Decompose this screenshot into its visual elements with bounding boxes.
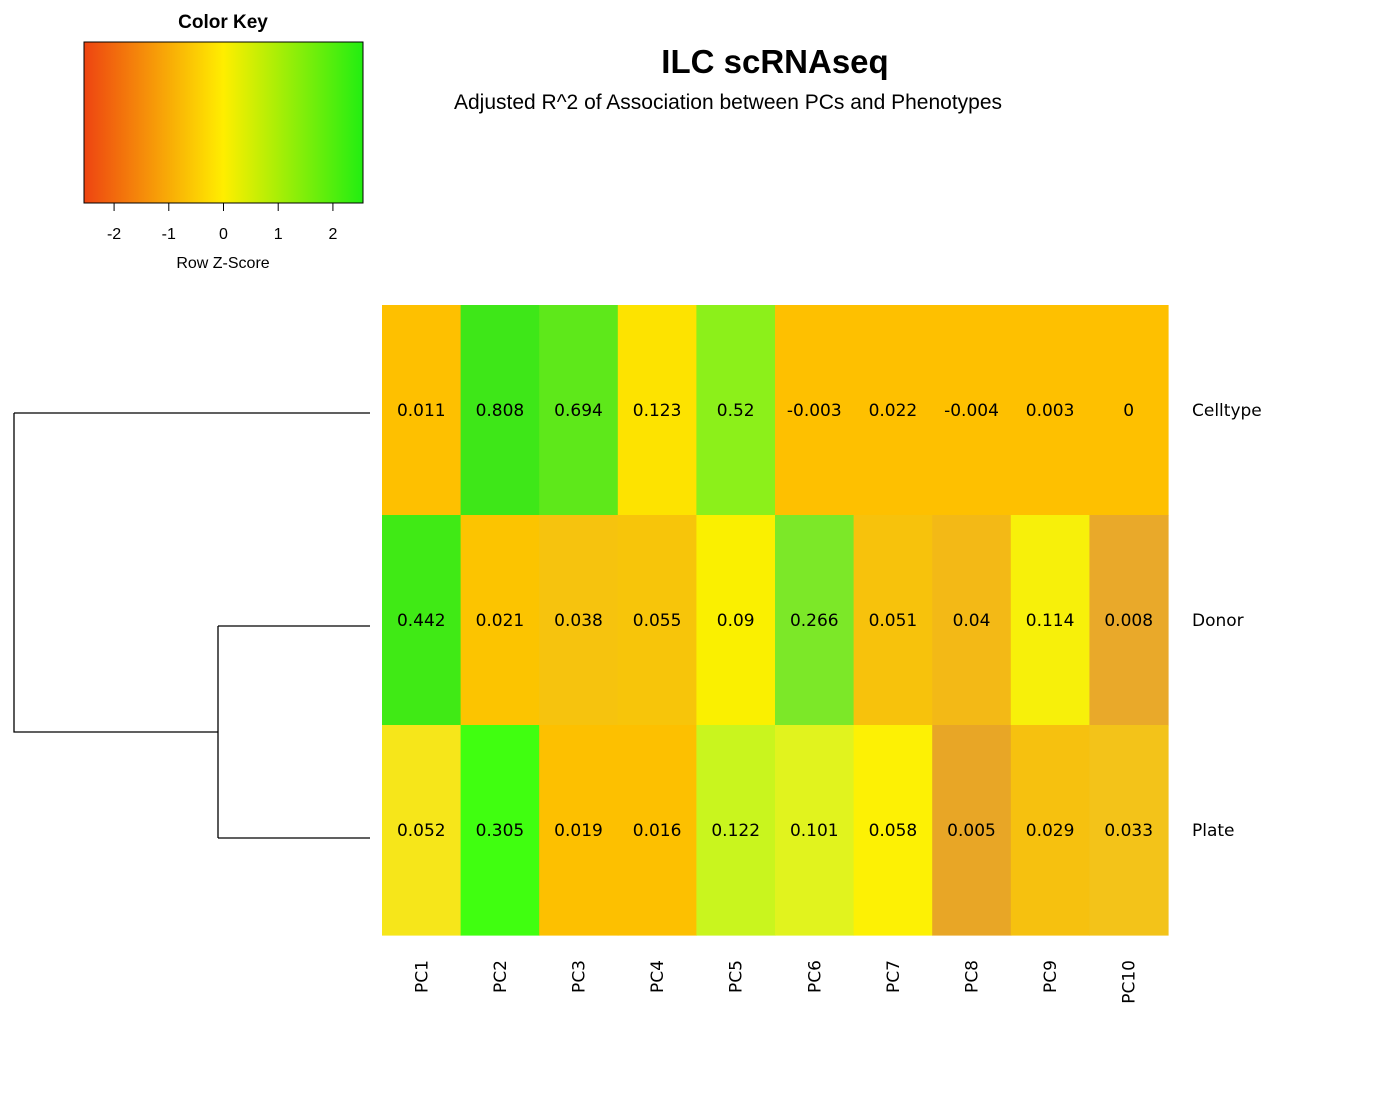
- heatmap-cell-plate-pc8: [932, 725, 1012, 936]
- heatmap-value-label: 0.005: [947, 821, 996, 841]
- heatmap-value-label: 0.04: [953, 611, 991, 631]
- heatmap-value-label: 0.09: [717, 611, 755, 631]
- heatmap-cell-plate-pc6: [775, 725, 855, 936]
- heatmap-cell-celltype-pc1: [382, 305, 462, 516]
- heatmap-value-label: 0.016: [633, 821, 682, 841]
- heatmap-value-label: 0.029: [1026, 821, 1075, 841]
- heatmap-value-label: 0.808: [476, 401, 525, 421]
- heatmap-cell-plate-pc2: [460, 725, 540, 936]
- column-label-pc1: PC1: [412, 960, 432, 993]
- heatmap-value-label: 0.266: [790, 611, 839, 631]
- heatmap-cell-celltype-pc7: [853, 305, 933, 516]
- heatmap-cell-plate-pc10: [1089, 725, 1169, 936]
- row-labels: Celltype Donor Plate: [1192, 401, 1262, 841]
- heatmap-cell-celltype-pc3: [539, 305, 619, 516]
- color-key-title: Color Key: [178, 12, 268, 33]
- color-key-tick-label: -2: [107, 226, 121, 243]
- heatmap-cell-celltype-pc10: [1089, 305, 1169, 516]
- heatmap-cell-donor-pc8: [932, 515, 1012, 726]
- heatmap-value-label: 0.305: [476, 821, 525, 841]
- heatmap-cell-plate-pc1: [382, 725, 462, 936]
- color-key-axis: -2 -1 0 1 2: [107, 203, 337, 243]
- heatmap-cell-plate-pc7: [853, 725, 933, 936]
- heatmap-cell-donor-pc4: [617, 515, 697, 726]
- heatmap-value-label: 0.003: [1026, 401, 1075, 421]
- heatmap-value-label: 0.008: [1104, 611, 1153, 631]
- column-label-pc4: PC4: [648, 960, 668, 993]
- heatmap-value-label: 0.123: [633, 401, 682, 421]
- heatmap-value-label: 0.122: [711, 821, 760, 841]
- heatmap-cell-donor-pc3: [539, 515, 619, 726]
- color-key-tick-label: -1: [162, 226, 176, 243]
- row-label-donor: Donor: [1192, 611, 1244, 631]
- row-label-celltype: Celltype: [1192, 401, 1262, 421]
- heatmap-cell-celltype-pc4: [617, 305, 697, 516]
- column-label-pc8: PC8: [963, 960, 983, 993]
- heatmap-value-label: 0.033: [1104, 821, 1153, 841]
- column-label-pc6: PC6: [805, 960, 825, 993]
- heatmap-value-label: 0.055: [633, 611, 682, 631]
- chart-subtitle: Adjusted R^2 of Association between PCs …: [454, 91, 1002, 114]
- row-label-plate: Plate: [1192, 821, 1235, 841]
- heatmap-cell-donor-pc5: [696, 515, 776, 726]
- heatmap-cell-celltype-pc5: [696, 305, 776, 516]
- heatmap-cell-donor-pc6: [775, 515, 855, 726]
- heatmap-cell-celltype-pc6: [775, 305, 855, 516]
- heatmap-value-label: 0.021: [476, 611, 525, 631]
- color-key-tick-label: 0: [219, 226, 228, 243]
- heatmap-cell-plate-pc9: [1010, 725, 1090, 936]
- color-key-tick-label: 2: [328, 226, 337, 243]
- heatmap-cell-celltype-pc8: [932, 305, 1012, 516]
- heatmap-cells: [382, 305, 1169, 936]
- column-labels: PC1 PC2 PC3 PC4 PC5 PC6 PC7 PC8 PC9 PC10: [412, 960, 1139, 1004]
- heatmap-value-label: 0.442: [397, 611, 446, 631]
- column-label-pc2: PC2: [491, 960, 511, 993]
- heatmap-value-label: 0.058: [869, 821, 918, 841]
- color-key-tick-label: 1: [274, 226, 283, 243]
- heatmap-cell-plate-pc5: [696, 725, 776, 936]
- heatmap-value-label: 0.52: [717, 401, 755, 421]
- heatmap-cell-donor-pc7: [853, 515, 933, 726]
- column-label-pc9: PC9: [1041, 960, 1061, 993]
- heatmap-value-label: 0.019: [554, 821, 603, 841]
- heatmap-cell-celltype-pc9: [1010, 305, 1090, 516]
- heatmap-value-label: 0: [1123, 401, 1134, 421]
- column-label-pc3: PC3: [570, 960, 590, 993]
- color-key-bar: [83, 41, 364, 204]
- dendrogram-root-link: [13, 413, 218, 733]
- heatmap-value-label: 0.051: [869, 611, 918, 631]
- heatmap-value-label: 0.038: [554, 611, 603, 631]
- heatmap-cell-donor-pc9: [1010, 515, 1090, 726]
- heatmap-cell-donor-pc2: [460, 515, 540, 726]
- column-label-pc5: PC5: [727, 960, 747, 993]
- heatmap-value-label: 0.011: [397, 401, 446, 421]
- heatmap-value-label: 0.694: [554, 401, 603, 421]
- heatmap-cell-celltype-pc2: [460, 305, 540, 516]
- heatmap-value-label: 0.101: [790, 821, 839, 841]
- color-key-xlabel: Row Z-Score: [176, 255, 269, 272]
- heatmap-value-label: -0.003: [787, 401, 842, 421]
- heatmap-cell-donor-pc10: [1089, 515, 1169, 726]
- heatmap-value-label: 0.052: [397, 821, 446, 841]
- column-label-pc7: PC7: [884, 960, 904, 993]
- heatmap-value-label: 0.114: [1026, 611, 1075, 631]
- heatmap-value-label: 0.022: [869, 401, 918, 421]
- color-key: Color Key -2 -1 0 1 2 Row Z-Score: [83, 12, 364, 272]
- row-dendrogram: [13, 412, 370, 839]
- heatmap-cell-plate-pc3: [539, 725, 619, 936]
- chart-title: ILC scRNAseq: [661, 43, 888, 80]
- column-label-pc10: PC10: [1120, 960, 1140, 1004]
- heatmap-cell-donor-pc1: [382, 515, 462, 726]
- heatmap-value-label: -0.004: [944, 401, 999, 421]
- heatmap-cell-plate-pc4: [617, 725, 697, 936]
- heatmap-values: 0.011 0.808 0.694 0.123 0.52 -0.003 0.022 -0.00…: [397, 401, 1153, 841]
